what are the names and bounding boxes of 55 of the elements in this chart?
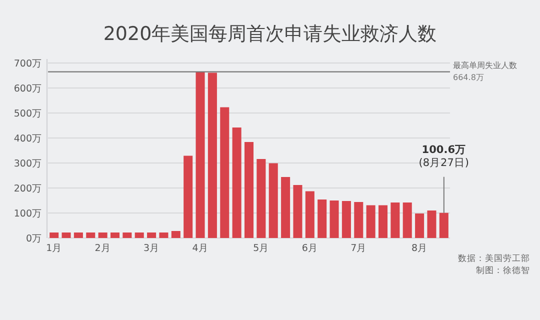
x-tick-label: 1月 [46,243,62,254]
x-tick-label: 3月 [144,243,160,254]
bar [62,232,71,238]
y-tick-label: 700万 [14,58,42,70]
bar [281,177,290,238]
bar [330,200,339,238]
bar [415,214,424,238]
y-tick-label: 500万 [14,108,42,120]
y-tick-label: 200万 [14,184,42,194]
y-tick-label: 300万 [14,158,42,170]
bar [147,232,156,238]
x-tick-label: 5月 [253,243,270,254]
text: 664.8万 [453,72,484,82]
bar [220,107,230,238]
bar [110,232,120,238]
bar [402,202,412,238]
bar [439,212,448,238]
bar [354,202,364,238]
bar [171,231,180,238]
y-tick-label: 100万 [14,208,42,220]
chart-title: 2020年美国每周首次申请失业救济人数 [103,23,437,45]
bar [390,202,400,238]
bar [427,210,436,238]
bar [318,200,327,238]
bar [342,201,351,238]
y-tick-label: 400万 [14,134,42,144]
bar [305,191,314,238]
bar [122,232,132,238]
bar [244,142,254,238]
y-tick-label: 0万 [26,234,42,244]
bar [256,159,266,238]
x-tick-label: 7月 [350,243,367,254]
y-tick-label: 600万 [14,84,42,94]
text: 制图：徐德智 [476,265,530,276]
x-tick-label: 2月 [94,243,111,254]
bar [74,232,83,238]
bar [159,232,168,238]
bar [86,232,96,238]
x-tick-label: 6月 [302,243,318,254]
bar [184,156,193,238]
ref-line-label: 最高单周失业人数 [453,60,517,70]
bar [366,205,376,238]
bar [268,163,278,238]
bar [378,205,388,238]
x-tick-label: 4月 [192,243,208,254]
bar [232,128,242,238]
bar [134,232,144,238]
bar [98,232,108,238]
text: 数据：美国劳工部 [458,253,530,264]
bar [196,72,205,238]
bar [293,185,302,238]
annotation: 100.6万 (8月27日) [418,144,470,169]
bar [208,72,217,238]
bar [50,232,59,238]
x-tick-label: 8月 [412,243,428,254]
